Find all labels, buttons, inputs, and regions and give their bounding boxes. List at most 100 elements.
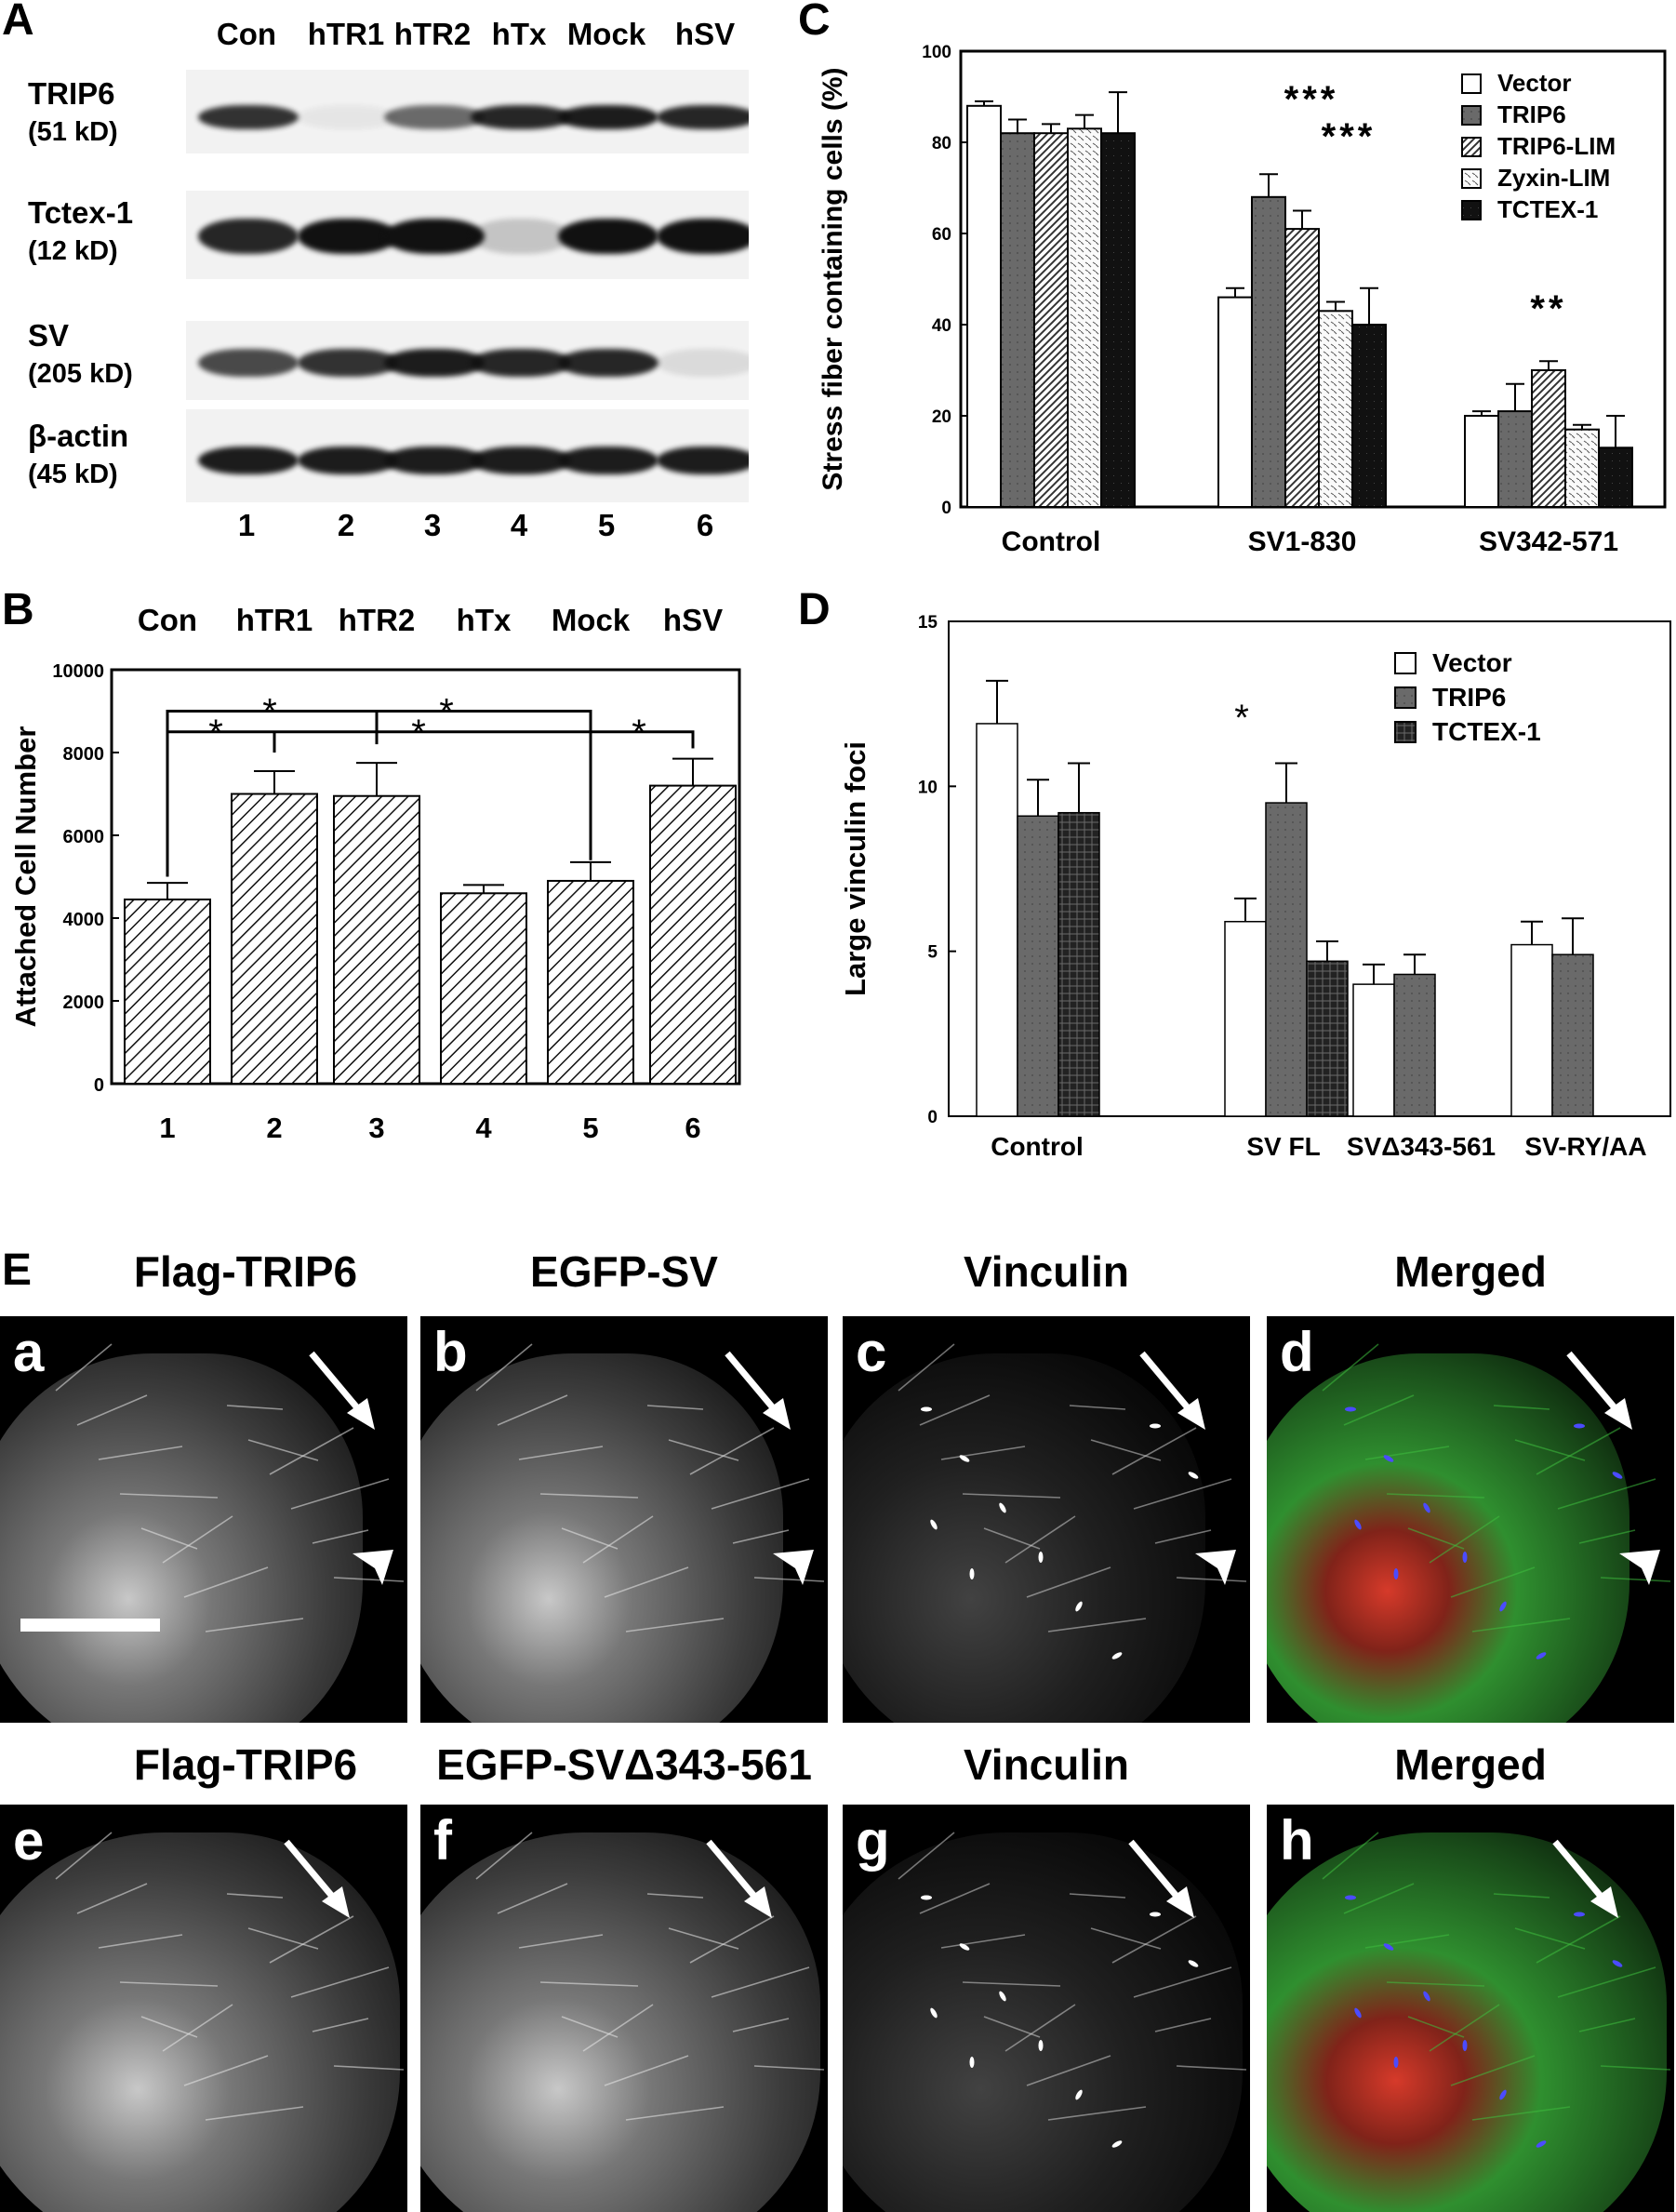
cell-filaments	[55, 1832, 405, 2121]
filament	[689, 1427, 775, 1475]
vinculin-focus	[1536, 2140, 1547, 2148]
vinculin-focus	[1574, 1423, 1585, 1429]
filament	[312, 1529, 369, 1544]
arrow-head	[1590, 1886, 1618, 1918]
blot-strip	[186, 70, 749, 153]
y-tick-label: 0	[941, 499, 951, 518]
y-axis-label: Large vinculin foci	[839, 741, 871, 996]
blot-band	[657, 446, 749, 474]
blot-protein-name: Tctex-1	[28, 195, 134, 230]
legend-label: TCTEX-1	[1497, 195, 1598, 223]
filament	[625, 1618, 725, 1632]
x-tick-label: SV-RY/AA	[1524, 1132, 1646, 1161]
arrow-indicator	[1128, 1839, 1194, 1918]
filament	[1111, 1915, 1197, 1964]
vinculin-focus	[1393, 2057, 1399, 2068]
blot-band	[298, 219, 398, 254]
cell-filaments	[475, 1343, 825, 1632]
filament	[183, 2055, 269, 2086]
filament	[732, 1529, 790, 1544]
bar	[966, 104, 1002, 509]
bar	[1510, 943, 1553, 1117]
bar	[1352, 983, 1395, 1117]
vinculin-focus	[1188, 1472, 1199, 1479]
vinculin-focus	[1038, 2040, 1044, 2051]
filament	[1600, 2065, 1671, 2071]
arrowhead-shape	[1619, 1550, 1660, 1585]
vinculin-focus	[1393, 1568, 1399, 1579]
arrowhead-indicator	[773, 1550, 814, 1585]
cell-filaments	[475, 1832, 825, 2121]
arrow-indicator	[1566, 1351, 1632, 1430]
arrow-indicator	[725, 1351, 791, 1430]
blot-band	[198, 349, 299, 377]
legend-swatch	[1394, 652, 1417, 674]
blot-band	[298, 446, 398, 474]
arrow-head	[744, 1886, 772, 1918]
filament	[646, 1405, 704, 1410]
y-tick-label: 20	[932, 407, 951, 427]
blot-band	[558, 349, 658, 377]
filament	[732, 2018, 790, 2032]
bar	[124, 898, 211, 1085]
filament	[1322, 1832, 1379, 1880]
legend-label: Vector	[1432, 648, 1512, 677]
bar	[1067, 127, 1102, 509]
filament	[76, 1394, 148, 1426]
bar	[1265, 802, 1308, 1117]
filament	[962, 1981, 1061, 1987]
filament	[1364, 1934, 1450, 1949]
vinculin-focus	[1612, 1960, 1623, 1967]
bar	[1464, 415, 1499, 508]
x-tick-label: SV342-571	[1479, 526, 1618, 557]
filament	[98, 1446, 183, 1460]
vinculin-focus	[1423, 1502, 1430, 1513]
filament	[539, 1493, 639, 1499]
panel-c-chart: 0 20 40 60 80 100 Stress fiber containing cell…	[818, 43, 1667, 557]
filament	[312, 2018, 369, 2032]
arrow-shaft	[706, 1839, 760, 1902]
filament	[753, 2065, 825, 2071]
filament	[518, 1446, 604, 1460]
x-tick-label: 4	[475, 1112, 492, 1144]
vinculin-focus	[969, 1568, 975, 1579]
bar	[1306, 960, 1349, 1117]
bar	[333, 794, 420, 1085]
filament	[1386, 1981, 1485, 1987]
arrow-shaft	[725, 1351, 778, 1414]
filament	[1026, 1566, 1111, 1598]
chart-top-label: hSV	[662, 603, 724, 637]
micrograph: d	[1267, 1316, 1674, 1723]
vinculin-focus	[959, 1455, 970, 1462]
significance-star: **	[1530, 288, 1566, 329]
cell-body	[1267, 1353, 1629, 1723]
arrow-shaft	[1566, 1351, 1620, 1414]
filament	[898, 1343, 955, 1392]
y-tick-label: 6000	[63, 827, 105, 847]
arrow-shaft	[1139, 1351, 1193, 1414]
filament	[1450, 1566, 1536, 1598]
vinculin-focus	[1462, 1552, 1468, 1563]
filament	[269, 1915, 354, 1964]
vinculin-focus	[1075, 2089, 1083, 2100]
significance-star: *	[208, 713, 223, 753]
y-tick-label: 2000	[63, 993, 105, 1013]
panel-c-letter: C	[798, 0, 831, 45]
legend-swatch	[1461, 105, 1482, 126]
cell-filaments	[55, 1343, 405, 1632]
y-tick-label: 0	[927, 1108, 938, 1127]
filament	[1176, 1577, 1247, 1582]
micrograph: e	[0, 1805, 407, 2212]
arrow-head	[322, 1886, 350, 1918]
filament	[205, 1618, 304, 1632]
filament	[119, 1493, 219, 1499]
x-tick-label: 5	[582, 1112, 598, 1144]
scale-bar	[20, 1619, 160, 1632]
filament	[475, 1343, 533, 1392]
filament	[919, 1883, 991, 1914]
significance-star: *	[1234, 698, 1249, 739]
vinculin-focus	[1345, 1895, 1356, 1900]
x-tick-label: 2	[266, 1112, 282, 1144]
vinculin-focus	[1111, 2140, 1123, 2148]
legend-label: Vector	[1497, 69, 1572, 97]
